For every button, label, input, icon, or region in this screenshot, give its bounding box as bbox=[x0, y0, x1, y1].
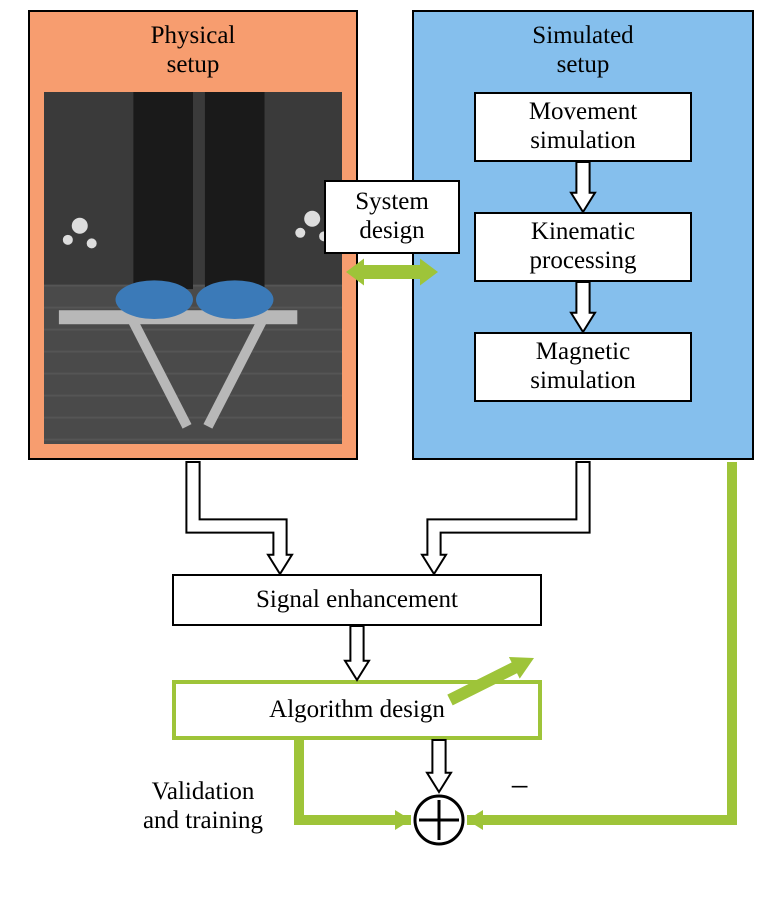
physical-setup-photo bbox=[44, 92, 342, 444]
simulated-panel-title: Simulatedsetup bbox=[414, 22, 752, 80]
magnetic_sim-node: Magneticsimulation bbox=[474, 332, 692, 402]
signal_enh-label: Signal enhancement bbox=[256, 586, 458, 615]
system_design-node: Systemdesign bbox=[324, 180, 460, 254]
magnetic_sim-label: Magneticsimulation bbox=[530, 338, 636, 396]
hollow-arrow bbox=[427, 740, 451, 792]
feedback-arrow-left bbox=[299, 740, 411, 820]
elbow-arrow bbox=[422, 462, 590, 574]
kinematic-label: Kinematicprocessing bbox=[530, 218, 637, 276]
feedback-arrow-right bbox=[467, 462, 732, 820]
hollow-arrow bbox=[345, 626, 369, 680]
sum-node bbox=[415, 796, 463, 844]
physical-panel-title: Physicalsetup bbox=[30, 22, 356, 80]
signal_enh-node: Signal enhancement bbox=[172, 574, 542, 626]
kinematic-node: Kinematicprocessing bbox=[474, 212, 692, 282]
system_design-label: Systemdesign bbox=[355, 188, 429, 246]
elbow-arrow bbox=[186, 462, 292, 574]
algorithm-node: Algorithm design bbox=[172, 680, 542, 740]
movement_sim-label: Movementsimulation bbox=[529, 98, 637, 156]
movement_sim-node: Movementsimulation bbox=[474, 92, 692, 162]
algorithm-label: Algorithm design bbox=[269, 696, 445, 725]
minus-label: − bbox=[510, 768, 529, 807]
validation-training-label: Validationand training bbox=[118, 778, 288, 836]
